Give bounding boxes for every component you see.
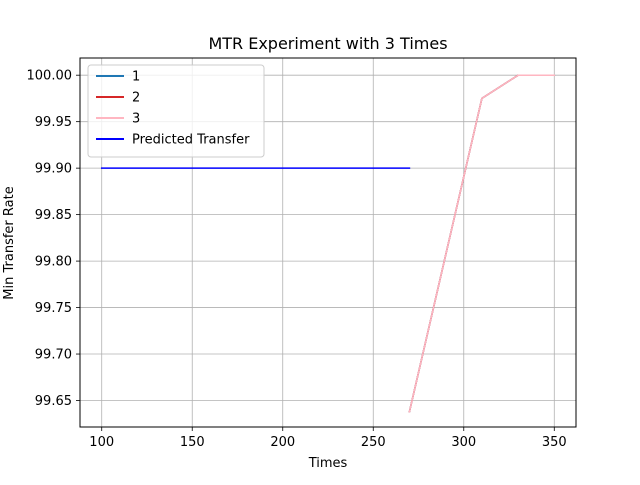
x-tick-label: 100 [89, 435, 114, 450]
x-axis-label: Times [308, 456, 348, 471]
y-tick-label: 100.00 [27, 69, 73, 84]
x-tick-label: 200 [270, 435, 295, 450]
plot-frame [79, 57, 577, 428]
series-line-3 [408, 74, 556, 413]
y-axis-label: Min Transfer Rate [2, 186, 17, 299]
x-tick-label: 350 [542, 435, 567, 450]
series-lines [100, 74, 556, 413]
x-tick-label: 300 [451, 435, 476, 450]
axis-ticks: 100 150 200 250 300 350 99.65 99.70 99.75 99.80 99… [27, 69, 567, 450]
y-tick-label: 99.95 [35, 115, 72, 130]
grid [80, 58, 576, 427]
y-tick-label: 99.70 [35, 348, 72, 363]
x-tick-label: 250 [361, 435, 386, 450]
y-tick-label: 99.85 [35, 208, 72, 223]
legend-label: 2 [132, 91, 140, 106]
legend-box [87, 64, 265, 158]
y-tick-label: 99.75 [35, 301, 72, 316]
x-tick-label: 150 [180, 435, 205, 450]
y-tick-label: 99.65 [35, 394, 72, 409]
y-tick-label: 99.90 [35, 162, 72, 177]
legend-label: 3 [132, 112, 140, 127]
legend: 1 2 3 Predicted Transfer [87, 64, 265, 158]
legend-label: Predicted Transfer [132, 133, 250, 148]
y-tick-label: 99.80 [35, 255, 72, 270]
legend-label: 1 [132, 70, 140, 85]
chart-title: MTR Experiment with 3 Times [208, 34, 447, 53]
